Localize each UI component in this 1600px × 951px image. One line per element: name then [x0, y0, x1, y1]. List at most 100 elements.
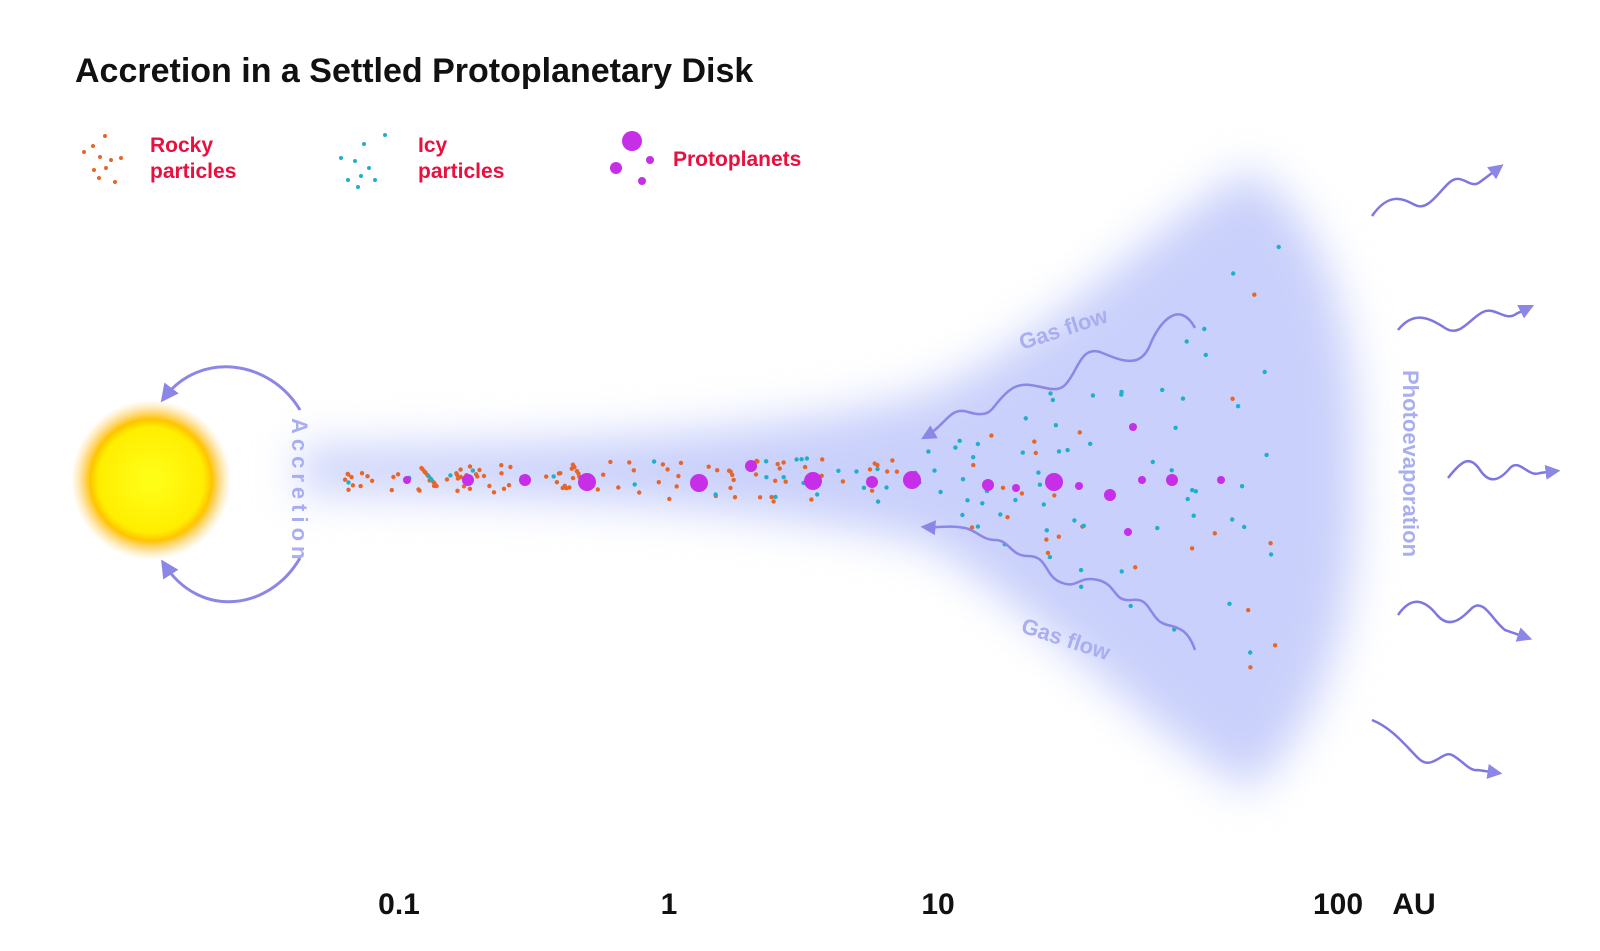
rocky-particle: [616, 485, 621, 490]
icy-particle: [1079, 584, 1084, 589]
rocky-particle: [349, 474, 354, 480]
rocky-particle: [775, 461, 780, 467]
icy-particle: [1155, 525, 1160, 531]
photoevap-arrow-5: [1371, 718, 1503, 779]
icy-particle: [1065, 447, 1070, 453]
rocky-particle: [867, 467, 873, 472]
rocky-particle: [556, 471, 562, 476]
photoevaporation-arrows: [1370, 164, 1561, 779]
legend-protoplanet-swatch: [610, 131, 654, 185]
rocky-particle: [365, 474, 370, 479]
rocky-particle: [674, 484, 679, 489]
axis-unit-label: AU: [1392, 888, 1435, 921]
icy-particle: [975, 441, 981, 447]
rocky-particle: [473, 472, 479, 477]
rocky-particle: [342, 477, 348, 482]
rocky-particles: [342, 292, 1278, 670]
icy-particle: [764, 475, 769, 480]
protoplanet: [1138, 476, 1146, 484]
rocky-particle: [346, 472, 351, 477]
icy-particle: [957, 438, 962, 443]
icy-particle: [1072, 518, 1077, 523]
rocky-particle: [631, 468, 636, 473]
icy-particle: [960, 512, 965, 518]
icy-particle: [884, 485, 889, 490]
rocky-particle: [667, 496, 672, 502]
icy-particle: [1239, 484, 1245, 489]
rocky-particle: [802, 464, 808, 470]
rocky-particle: [637, 490, 642, 495]
rocky-particle: [732, 495, 738, 500]
rocky-particle: [1272, 643, 1278, 648]
rocky-particle: [627, 460, 632, 465]
protoplanet: [804, 472, 822, 490]
rocky-particle: [458, 467, 463, 472]
icy-particle: [1202, 326, 1207, 332]
icy-particle: [1276, 244, 1281, 250]
icy-particle: [1036, 470, 1041, 475]
rocky-particle: [1019, 491, 1025, 496]
icy-particles: [346, 244, 1281, 655]
gas-flow-arrow-top: [921, 313, 1197, 440]
rocky-particle: [781, 460, 786, 465]
legend-rocky-line1: Rocky: [150, 134, 213, 157]
rocky-particle: [576, 471, 581, 476]
legend: Rocky particles Icy particles Protoplane…: [82, 131, 801, 189]
protoplanet: [982, 479, 994, 491]
icy-particle: [470, 468, 475, 473]
rocky-particle: [389, 487, 394, 493]
icy-particle: [632, 482, 637, 487]
au-axis: 0.1 1 10 100 AU: [378, 888, 1436, 921]
axis-tick-10: 10: [921, 888, 954, 921]
icy-particle: [429, 477, 434, 483]
rocky-particle: [350, 483, 356, 488]
rocky-particle: [1032, 439, 1037, 444]
rocky-particle: [757, 495, 763, 500]
rocky-particle: [1045, 550, 1051, 556]
rocky-particle: [506, 483, 512, 488]
icy-particle: [1180, 396, 1186, 401]
icy-particle: [1227, 601, 1232, 606]
icy-particle: [836, 468, 841, 473]
legend-rocky-line2: particles: [150, 160, 236, 183]
rocky-particle: [820, 457, 825, 462]
icy-particle: [1047, 554, 1053, 560]
protoplanet: [578, 473, 596, 491]
legend-icy-swatch: [339, 133, 387, 189]
icy-particle: [346, 480, 351, 485]
icy-particle: [854, 469, 859, 474]
protoplanet: [1129, 423, 1137, 431]
protoplanet: [866, 476, 878, 488]
rocky-particle: [731, 477, 736, 483]
icy-particle: [1262, 369, 1267, 375]
rocky-particle: [487, 483, 492, 489]
icy-particle: [960, 477, 966, 482]
rocky-particle: [481, 473, 487, 479]
rocky-particle: [544, 474, 549, 479]
icy-particle: [953, 445, 958, 450]
rocky-particle: [499, 463, 504, 468]
icy-particle: [875, 499, 881, 504]
icy-particle: [804, 456, 810, 461]
icy-particle: [815, 492, 820, 497]
rocky-particle: [1077, 430, 1083, 435]
protoplanet: [1104, 489, 1116, 501]
rocky-particle: [773, 478, 778, 483]
icy-particle: [1041, 502, 1047, 507]
rocky-particle: [754, 458, 759, 464]
rocky-particle: [678, 460, 684, 466]
icy-particle: [1191, 513, 1196, 518]
icy-particle: [1020, 450, 1025, 455]
icy-particle: [1037, 482, 1043, 487]
rocky-particle: [715, 468, 720, 473]
protoplanet: [745, 460, 757, 472]
rocky-particle: [1044, 537, 1049, 542]
icy-particle: [932, 468, 937, 473]
icy-particle: [1193, 489, 1199, 494]
rocky-particle: [890, 458, 895, 463]
icy-particle: [1119, 392, 1124, 397]
rocky-particle: [359, 471, 365, 476]
icy-particle: [713, 492, 718, 497]
photoevap-arrow-2: [1397, 304, 1535, 332]
rocky-particle: [1230, 396, 1235, 401]
